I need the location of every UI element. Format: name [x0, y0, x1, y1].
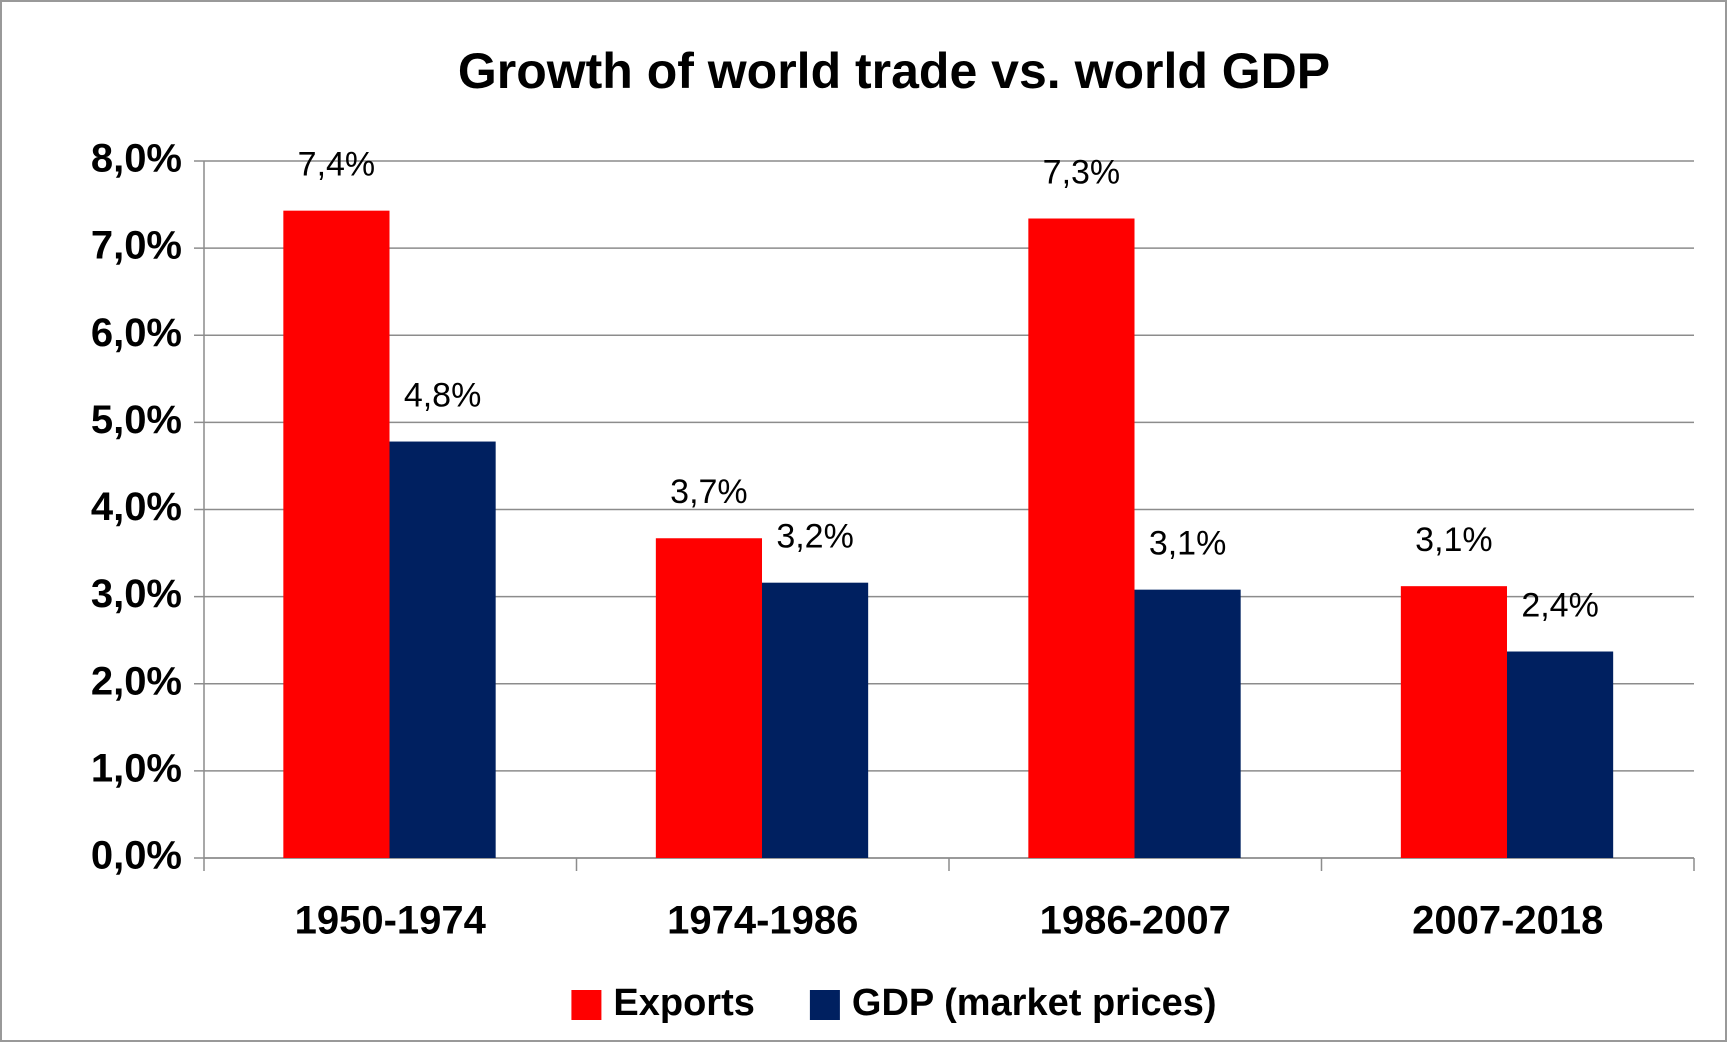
y-tick-label: 4,0% — [91, 485, 182, 529]
data-label: 3,7% — [670, 473, 748, 511]
legend-label: Exports — [613, 982, 754, 1024]
bar — [1507, 651, 1614, 858]
x-tick-label: 1986-2007 — [1040, 899, 1231, 943]
chart-title: Growth of world trade vs. world GDP — [458, 43, 1330, 99]
y-tick-label: 3,0% — [91, 572, 182, 616]
y-tick-label: 1,0% — [91, 746, 182, 790]
bar — [762, 582, 869, 858]
y-tick-label: 0,0% — [91, 834, 182, 878]
bar — [1134, 589, 1241, 858]
y-tick-label: 8,0% — [91, 137, 182, 181]
data-label: 3,2% — [776, 518, 854, 556]
data-label: 2,4% — [1521, 586, 1599, 624]
x-tick-label: 1974-1986 — [667, 899, 858, 943]
y-tick-label: 7,0% — [91, 224, 182, 268]
data-label: 7,4% — [298, 146, 376, 184]
x-tick-label: 1950-1974 — [295, 899, 487, 943]
bar — [1028, 218, 1135, 858]
legend-swatch — [809, 990, 840, 1020]
data-label: 4,8% — [404, 377, 482, 415]
y-tick-label: 6,0% — [91, 311, 182, 355]
y-tick-label: 5,0% — [91, 398, 182, 442]
legend-swatch — [571, 990, 602, 1020]
bar — [1400, 586, 1508, 858]
legend-label: GDP (market prices) — [852, 982, 1217, 1024]
bar — [389, 441, 496, 858]
bar — [655, 538, 763, 858]
data-label: 7,3% — [1043, 153, 1121, 191]
x-tick-label: 2007-2018 — [1412, 899, 1603, 943]
bar — [283, 210, 390, 858]
data-label: 3,1% — [1149, 525, 1227, 563]
data-label: 3,1% — [1415, 521, 1493, 559]
y-tick-label: 2,0% — [91, 659, 182, 703]
